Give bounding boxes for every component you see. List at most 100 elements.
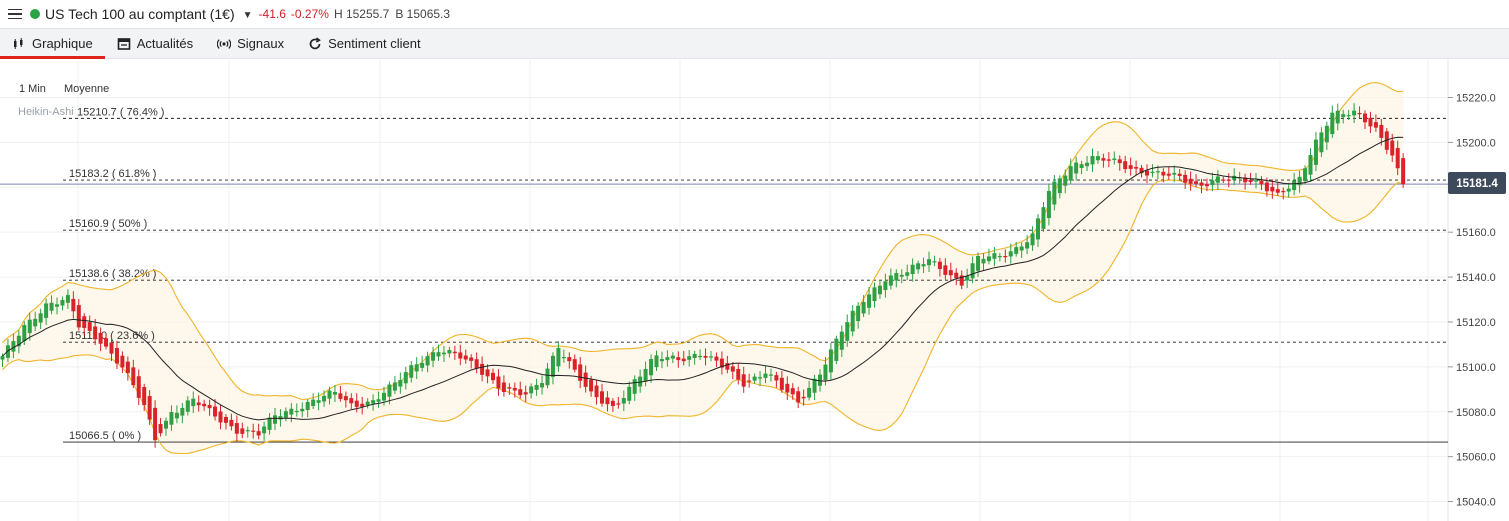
candle-body [392,382,397,391]
candle-body [382,392,386,401]
candle-body [687,356,692,360]
tab-actualites[interactable]: Actualités [105,29,205,58]
candle-body [409,365,414,378]
tab-signaux[interactable]: Signaux [205,29,296,58]
candle-body [1139,167,1144,174]
moving-average-line [2,136,1404,421]
instrument-name[interactable]: US Tech 100 au comptant (1€) [45,6,235,22]
candle-body [1161,171,1166,176]
candle-body [1145,170,1149,176]
candle-body [730,366,735,372]
candle-body [142,387,147,406]
candle-body [916,263,921,270]
hamburger-menu-icon[interactable] [8,8,22,20]
candle-body [752,376,757,381]
candle-body [229,419,234,427]
candle-body [1281,190,1286,193]
candle-body [867,294,872,308]
fib-level-label: 15210.7 ( 76.4% ) [77,106,164,118]
tab-sentiment-client[interactable]: Sentiment client [296,29,433,58]
candle-body [354,400,359,407]
candle-body [512,387,517,391]
tab-label: Signaux [237,36,285,51]
candle-body [823,364,828,381]
candle-body [954,272,959,279]
candle-body [1128,165,1133,169]
candle-body [185,400,190,412]
chart-style-label[interactable]: Heikin-Ashi [18,106,74,118]
candle-body [714,356,719,361]
candle-body [60,299,65,306]
tab-graphique[interactable]: Graphique [0,29,105,59]
candle-body [431,352,436,361]
chevron-down-icon[interactable]: ▼ [242,9,253,21]
candle-body [659,359,664,362]
y-tick-label: 15140.0 [1456,272,1496,284]
candle-body [196,402,201,406]
interval-label[interactable]: 1 Min [19,83,46,95]
candle-body [305,401,310,411]
candle-body [158,424,163,434]
current-price-value: 15181.4 [1456,178,1498,190]
candle-body [1215,176,1220,183]
candle-body [709,356,713,358]
candle-body [125,361,130,374]
candle-body [11,341,16,352]
candle-body [27,319,32,334]
candle-body [420,363,425,368]
candle-body [1395,148,1400,169]
candle-body [1074,162,1079,174]
candle-body [621,398,626,404]
candle-body [1123,161,1128,170]
candle-body [49,302,54,311]
price-axis: 15220.015200.015180.015160.015140.015120… [1448,93,1496,509]
candle-body [959,275,964,286]
candle-body [1352,110,1357,116]
candle-body [365,401,370,406]
indicator-label[interactable]: Moyenne [64,83,109,95]
candle-body [262,426,267,434]
candle-body [1390,140,1395,156]
candle-body [845,322,850,341]
candle-body [861,302,866,314]
y-tick-label: 15060.0 [1456,452,1496,464]
candle-body [16,335,21,347]
candle-body [501,382,506,392]
price-chart[interactable]: 15210.7 ( 76.4% ) 15183.2 ( 61.8% ) 15160.… [0,60,1509,521]
candle-body [316,400,321,403]
candle-body [1101,158,1106,161]
candle-body [1199,182,1204,186]
candlesticks [0,103,1406,448]
candle-body [343,396,348,401]
candle-body [403,372,408,384]
price-change: -41.6 [258,7,286,21]
candle-body [87,322,92,331]
candle-body [300,408,305,412]
candle-body [970,263,975,279]
candle-body [180,408,185,416]
candle-body [1254,180,1258,182]
candle-body [44,303,49,318]
candle-body [234,423,239,434]
tab-label: Graphique [32,36,93,51]
candle-body [273,415,277,424]
candle-body [1275,189,1280,193]
candle-body [828,349,833,373]
candle-body [741,374,746,387]
candle-body [1292,180,1297,191]
candle-body [1308,155,1313,175]
candle-body [992,253,997,259]
chart-grid [0,60,1449,521]
candle-body [910,264,915,275]
candle-body [529,386,534,394]
candles-icon [12,37,26,51]
candle-body [943,265,948,275]
candle-body [578,364,583,381]
candle-body [523,392,528,395]
candle-body [1335,110,1340,124]
candle-body [927,259,931,266]
candle-body [55,304,59,307]
candle-body [1172,172,1177,175]
candle-body [872,287,877,302]
refresh-icon [308,36,322,51]
